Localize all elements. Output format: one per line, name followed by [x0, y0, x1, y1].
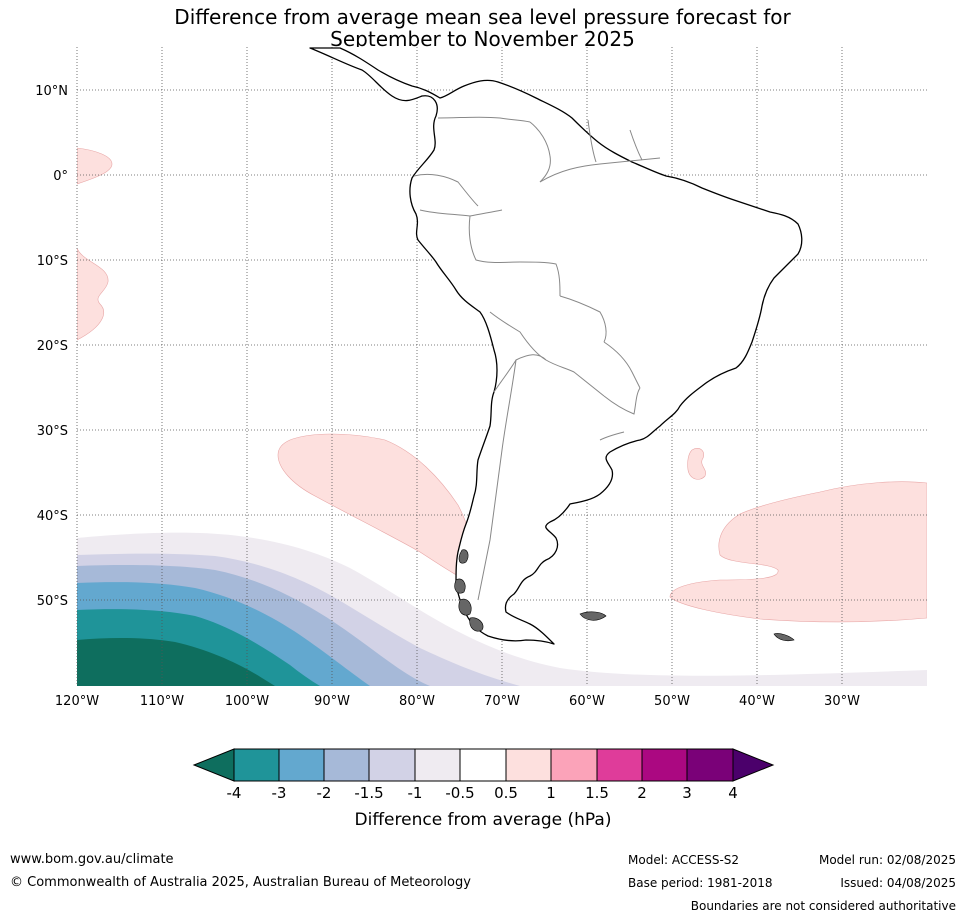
colorbar-bin-2	[278, 748, 325, 782]
colorbar-bin-6	[459, 748, 507, 782]
footer-model: Model: ACCESS-S2	[628, 853, 740, 867]
colorbar-tick-11: 3	[682, 784, 692, 802]
colorbar-bin-9	[596, 748, 643, 782]
lat-label-10n: 10°N	[35, 84, 68, 99]
lon-label-100w: 100°W	[225, 694, 269, 709]
colorbar-extend-high	[732, 748, 775, 782]
lat-label-10s: 10°S	[37, 254, 68, 269]
colorbar-extend-low	[192, 748, 235, 782]
lat-label-50s: 50°S	[37, 594, 68, 609]
anomaly-patch-positive-west-equator	[77, 147, 113, 185]
colorbar-bin-4	[368, 748, 416, 782]
lon-label-70w: 70°W	[484, 694, 520, 709]
lon-label-40w: 40°W	[739, 694, 775, 709]
colorbar-tick-10: 2	[637, 784, 647, 802]
colorbar-bin-8	[550, 748, 598, 782]
footer-boundaries: Boundaries are not considered authoritat…	[690, 899, 956, 913]
colorbar-tick-2: -3	[272, 784, 287, 802]
lon-label-60w: 60°W	[569, 694, 605, 709]
colorbar-tick-5: -1	[408, 784, 423, 802]
footer-copyright: © Commonwealth of Australia 2025, Austra…	[10, 875, 471, 890]
footer-issued: Issued: 04/08/2025	[840, 876, 956, 890]
colorbar-bin-3	[323, 748, 370, 782]
lat-label-40s: 40°S	[37, 509, 68, 524]
anomaly-patch-positive-west-tropics	[77, 247, 109, 341]
country-borders	[413, 116, 661, 601]
colorbar-bin-10	[641, 748, 688, 782]
map-title-line1: Difference from average mean sea level p…	[174, 5, 791, 29]
lon-label-120w: 120°W	[55, 694, 99, 709]
colorbar-tick-3: -2	[317, 784, 332, 802]
footer-model-run: Model run: 02/08/2025	[818, 853, 956, 867]
footer-website: www.bom.gov.au/climate	[10, 852, 174, 867]
colorbar-tick-1: -4	[227, 784, 242, 802]
anomaly-patch-positive-south-atlantic	[669, 481, 927, 623]
lon-label-50w: 50°W	[654, 694, 690, 709]
colorbar-tick-12: 4	[728, 784, 738, 802]
colorbar-tick-6: -0.5	[445, 784, 474, 802]
colorbar	[192, 748, 775, 782]
lat-label-0: 0°	[53, 169, 68, 184]
lat-label-20s: 20°S	[37, 339, 68, 354]
colorbar-bin-11	[686, 748, 734, 782]
colorbar-bin-7	[505, 748, 552, 782]
colorbar-label: Difference from average (hPa)	[355, 810, 612, 830]
lon-label-90w: 90°W	[314, 694, 350, 709]
colorbar-tick-4: -1.5	[354, 784, 383, 802]
colorbar-tick-8: 1	[546, 784, 556, 802]
patagonian-islands	[454, 549, 795, 642]
anomaly-band-minus-4	[77, 637, 275, 686]
colorbar-bin-1	[233, 748, 280, 782]
lon-label-110w: 110°W	[140, 694, 184, 709]
footer-base-period: Base period: 1981-2018	[628, 876, 773, 890]
colorbar-tick-9: 1.5	[585, 784, 609, 802]
lon-label-30w: 30°W	[824, 694, 860, 709]
colorbar-bin-5	[414, 748, 461, 782]
anomaly-patch-positive-small-atlantic	[687, 448, 706, 480]
lon-label-80w: 80°W	[399, 694, 435, 709]
colorbar-tick-7: 0.5	[494, 784, 518, 802]
lat-label-30s: 30°S	[37, 424, 68, 439]
map-title-line2: September to November 2025	[330, 27, 635, 51]
south-america-landmass	[309, 47, 803, 645]
